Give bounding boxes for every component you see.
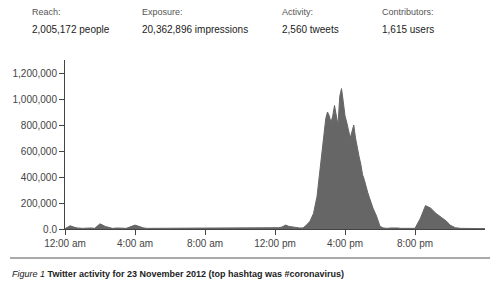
svg-text:Contributors:: Contributors:	[382, 7, 434, 17]
svg-text:4:00 am: 4:00 am	[117, 238, 153, 249]
svg-text:Reach:: Reach:	[32, 7, 61, 17]
svg-text:200,000: 200,000	[21, 198, 58, 209]
svg-text:600,000: 600,000	[21, 146, 58, 157]
svg-text:800,000: 800,000	[21, 120, 58, 131]
svg-text:2,005,172 people: 2,005,172 people	[32, 24, 110, 35]
svg-text:12:00 am: 12:00 am	[44, 238, 86, 249]
svg-text:1,615 users: 1,615 users	[382, 24, 434, 35]
svg-text:Figure 1 Twitter activity for: Figure 1 Twitter activity for 23 Novembe…	[12, 269, 344, 279]
svg-text:2,560 tweets: 2,560 tweets	[282, 24, 339, 35]
svg-text:Exposure:: Exposure:	[142, 7, 183, 17]
svg-text:400,000: 400,000	[21, 172, 58, 183]
svg-text:8:00 pm: 8:00 pm	[397, 238, 433, 249]
svg-text:0.0: 0.0	[43, 224, 57, 235]
svg-text:12:00 pm: 12:00 pm	[254, 238, 296, 249]
svg-text:4:00 pm: 4:00 pm	[327, 238, 363, 249]
svg-text:8:00 am: 8:00 am	[187, 238, 223, 249]
svg-text:Activity:: Activity:	[282, 7, 313, 17]
svg-text:20,362,896 impressions: 20,362,896 impressions	[142, 24, 248, 35]
svg-text:1,000,000: 1,000,000	[13, 94, 58, 105]
svg-text:1,200,000: 1,200,000	[13, 68, 58, 79]
